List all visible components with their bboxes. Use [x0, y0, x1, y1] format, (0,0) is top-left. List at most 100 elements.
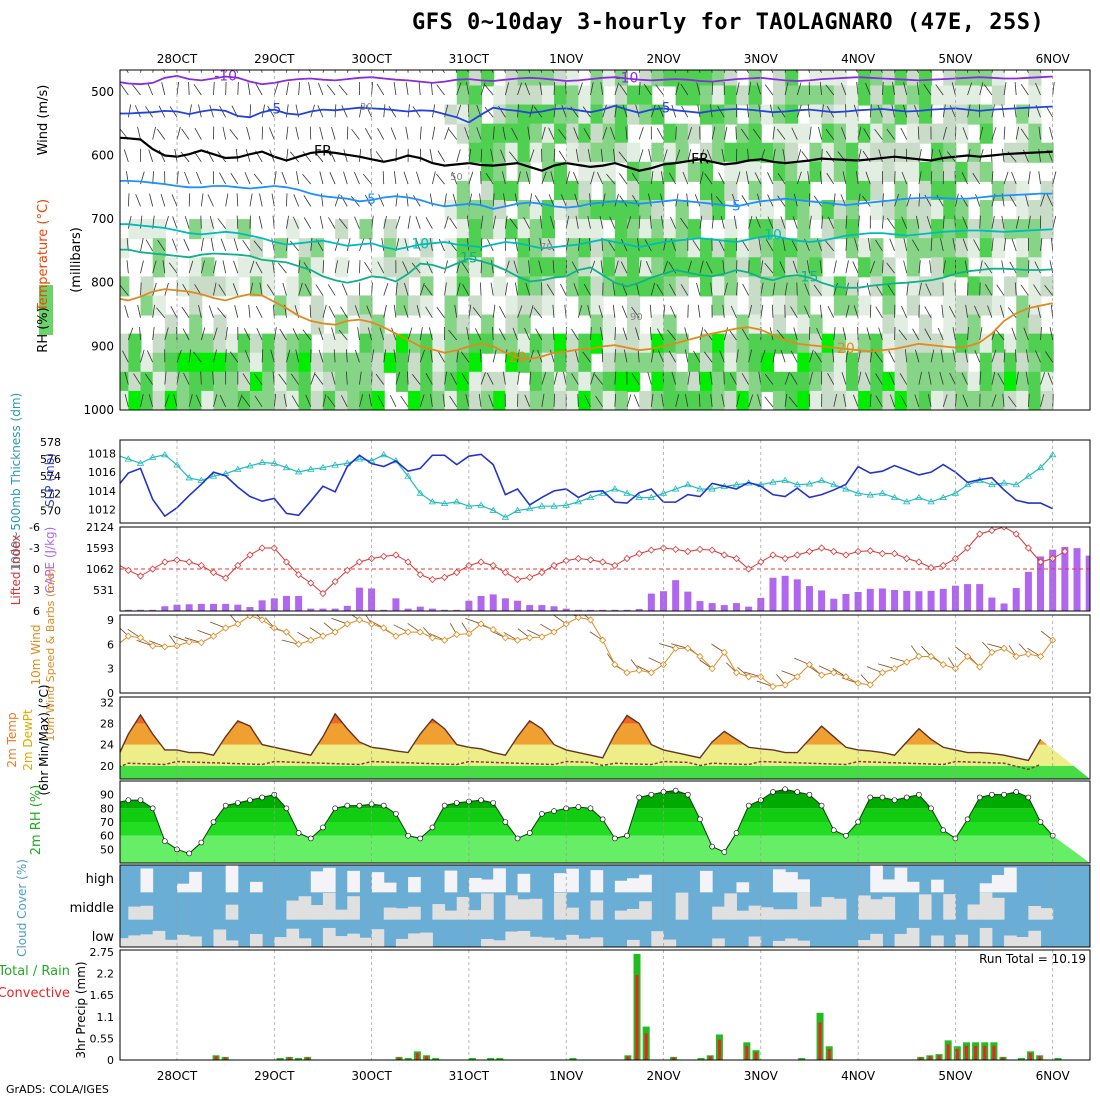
wind-barb	[444, 282, 447, 296]
thickness-point	[477, 501, 485, 508]
temp2m-tick-label: 20	[100, 760, 114, 773]
wind-barb	[878, 327, 883, 341]
wind-barb	[176, 171, 179, 185]
wind-barb	[991, 215, 995, 229]
wind-barb	[548, 127, 555, 140]
cape-bar	[501, 598, 509, 611]
rh-cell-90	[201, 352, 215, 373]
wind-barb	[553, 371, 558, 385]
cloud-block	[627, 939, 640, 947]
wind10m-barb	[540, 623, 555, 633]
wind-barb	[803, 305, 810, 318]
rh-cell-70	[420, 276, 434, 297]
wind-barb	[184, 171, 190, 185]
isotherm-label: 5	[732, 198, 741, 214]
lifted-index-point	[331, 578, 339, 586]
lifted-index-point	[185, 558, 193, 566]
wind10m-speed-point	[878, 669, 886, 677]
wind-barb	[140, 238, 144, 251]
rh-cell-80	[298, 371, 312, 392]
wind-barb	[147, 82, 154, 96]
wind10m-ylabel: 10m Wind Speed & Barbs (m/s)	[44, 568, 57, 741]
wind-barb	[845, 260, 849, 274]
precip-conv-bar	[425, 1056, 429, 1060]
wind-barb	[1003, 126, 1006, 140]
wind10m-speed-point	[258, 616, 266, 624]
rh-cell-70	[712, 70, 726, 87]
rh-contour-label: 70	[540, 242, 553, 253]
wind-barb	[504, 282, 508, 296]
wind-barb	[845, 215, 848, 229]
rh-cell-80	[979, 371, 993, 392]
rh-cell-90	[614, 371, 629, 392]
thickness-point	[428, 498, 437, 505]
wind-barb	[302, 329, 312, 341]
rh-cell-30	[1040, 371, 1054, 392]
wind-barb	[424, 284, 433, 296]
rh-cell-80	[675, 257, 689, 278]
rh-cell-50	[517, 85, 531, 106]
rh-cell-90	[882, 371, 896, 392]
rh-cell-70	[870, 238, 884, 259]
lifted-index-point	[489, 561, 497, 570]
rh2m-point	[551, 808, 557, 814]
cloud-block	[627, 878, 640, 893]
time-label-top: 29OCT	[254, 52, 295, 66]
lifted-index-point	[282, 558, 291, 566]
rh-contour-label: 90	[630, 312, 643, 323]
wind-barb	[183, 372, 190, 385]
wind10m-barb	[76, 634, 91, 640]
rh-cell-50	[468, 390, 483, 410]
isotherm-label: 10	[411, 237, 429, 253]
wind-barb	[212, 371, 214, 385]
rh-cell-80	[748, 219, 762, 240]
rh-cell-50	[566, 333, 580, 354]
lifted-index-point	[136, 572, 145, 580]
wind-barb	[791, 127, 798, 140]
wind-barb	[425, 373, 433, 385]
rh-cell-80	[201, 371, 215, 392]
rh-cell-80	[748, 142, 762, 163]
wind-barb	[684, 349, 689, 363]
wind-barb	[456, 282, 461, 296]
wind-barb	[955, 193, 959, 207]
cloud-ylabel: Cloud Cover (%)	[15, 859, 29, 957]
rh-cell-80	[627, 200, 641, 221]
pressure-tick-label: 800	[91, 276, 114, 290]
rh-cell-50	[92, 295, 105, 315]
wind10m-barb	[297, 631, 311, 641]
wind-barb	[407, 70, 409, 73]
cloud-block	[177, 934, 190, 947]
wind-barb	[200, 260, 205, 274]
wind-barb	[967, 327, 969, 341]
wind-barb	[687, 260, 692, 274]
wind-barb	[760, 282, 764, 296]
rh-cell-80	[614, 123, 629, 144]
wind-barb	[888, 372, 895, 385]
temp2m-band	[120, 765, 1090, 779]
wind-barb	[195, 394, 202, 407]
rh-cell-30	[152, 371, 166, 392]
rh-cell-70	[882, 295, 896, 316]
rh-cell-80	[821, 123, 835, 144]
rh-cell-80	[237, 333, 251, 354]
dewpoint2m-line	[120, 760, 1041, 771]
rh-cell-90	[699, 371, 714, 392]
thickness-point	[246, 462, 254, 469]
wind-barb	[341, 105, 348, 118]
wind-barb	[393, 304, 397, 318]
wind-barb	[135, 194, 141, 207]
wind-barb	[235, 70, 239, 73]
wind-barb	[746, 171, 750, 185]
wind-barb	[832, 70, 835, 73]
wind-barb	[395, 282, 398, 296]
lifted-index-tick-label: -3	[29, 542, 40, 555]
wind-barb	[1027, 171, 1031, 185]
thickness-point	[903, 498, 911, 505]
cloud-block	[809, 906, 823, 920]
thickness-point	[671, 485, 680, 492]
rh-cell-30	[432, 333, 446, 354]
thickness-tick-label: 576	[40, 453, 61, 466]
rh-cell-30	[845, 85, 860, 106]
rh-cell-80	[1028, 333, 1042, 354]
